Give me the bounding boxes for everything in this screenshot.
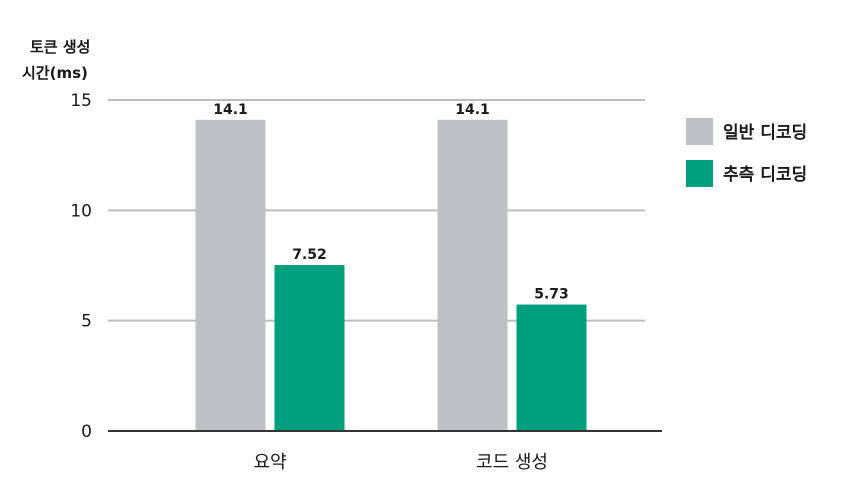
data-label-speculative-1: 5.73 xyxy=(534,287,569,303)
bar-normal-0 xyxy=(195,119,266,432)
y-axis-title: 토큰 생성 시간(ms) xyxy=(22,38,90,82)
bar-speculative-1 xyxy=(516,304,587,431)
y-tick-label-10: 10 xyxy=(70,201,92,221)
y-tick-label-0: 0 xyxy=(81,422,92,442)
y-tick-label-15: 15 xyxy=(70,91,92,111)
data-labels: 14.1 7.52 14.1 5.73 xyxy=(213,102,569,303)
data-label-normal-0: 14.1 xyxy=(213,102,248,118)
y-axis-title-line-2: 시간(ms) xyxy=(22,64,88,82)
bar-speculative-0 xyxy=(274,265,345,431)
legend-label-0: 일반 디코딩 xyxy=(723,123,807,143)
legend-swatch-0 xyxy=(686,118,713,145)
category-label-0: 요약 xyxy=(253,452,286,473)
category-label-1: 코드 생성 xyxy=(476,452,548,473)
bar-normal-1 xyxy=(437,119,508,432)
legend-label-1: 추측 디코딩 xyxy=(723,165,807,185)
legend-swatch-1 xyxy=(686,160,713,187)
y-axis-title-line-1: 토큰 생성 xyxy=(30,38,90,56)
y-tick-label-5: 5 xyxy=(81,312,92,332)
y-axis-ticks: 0 5 10 15 xyxy=(70,91,92,442)
bars xyxy=(195,119,587,432)
category-labels: 요약 코드 생성 xyxy=(253,452,548,473)
data-label-normal-1: 14.1 xyxy=(455,102,490,118)
data-label-speculative-0: 7.52 xyxy=(292,247,327,263)
